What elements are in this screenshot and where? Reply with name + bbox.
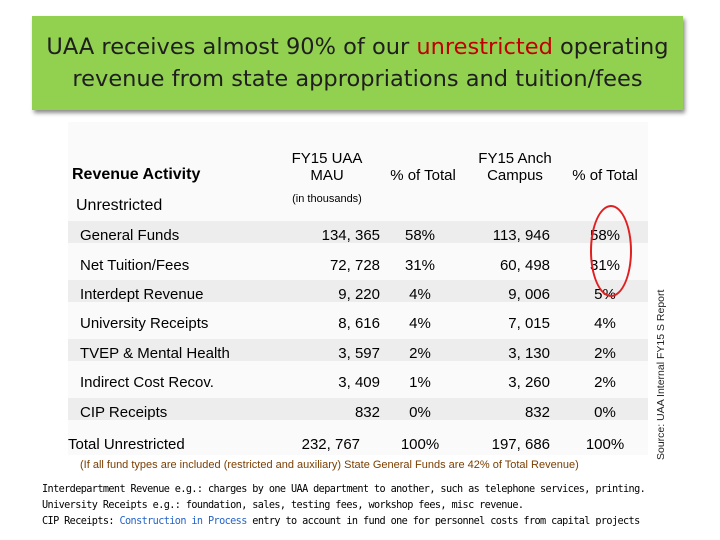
row-label: General Funds [80,227,180,244]
section-label-unrestricted: Unrestricted [76,197,163,214]
total-mau-pct: 100% [400,436,440,453]
title-line-1: UAA receives almost 90% of our unrestric… [46,31,668,63]
row-anch-value: 9, 006 [508,286,550,303]
table-stripe [68,221,648,243]
fund-types-note: (If all fund types are included (restric… [80,459,579,471]
header-fy15-uaa-mau-line1: FY15 UAA [291,150,363,167]
total-anch-pct: 100% [585,436,625,453]
table-stripe [68,339,648,361]
row-anch-value: 113, 946 [492,227,550,244]
row-anch-pct: 2% [594,345,616,362]
row-mau-value: 3, 409 [338,374,380,391]
row-anch-pct: 2% [594,374,616,391]
row-mau-value: 8, 616 [338,315,380,332]
footnote-cip: CIP Receipts: Construction in Process en… [42,516,640,527]
row-mau-value: 9, 220 [338,286,380,303]
title-text-post: operating [552,34,669,60]
row-label: Indirect Cost Recov. [80,374,214,391]
row-anch-value: 60, 498 [499,257,550,274]
header-units: (in thousands) [292,193,362,205]
row-label: University Receipts [80,315,209,332]
footnote-cip-label: CIP Receipts: [42,516,120,527]
row-label: CIP Receipts [80,404,168,421]
row-anch-value: 832 [524,404,550,421]
table-stripe [68,398,648,420]
highlight-circle [590,205,632,297]
title-text-pre: UAA receives almost 90% of our [46,34,417,60]
source-note: Source: UAA Internal FY15 S Report [655,289,667,460]
row-mau-pct: 58% [404,227,436,244]
row-mau-pct: 4% [409,315,431,332]
row-mau-value: 3, 597 [338,345,380,362]
header-pct-total-mau: % of Total [390,167,456,184]
table-stripe [68,280,648,302]
row-mau-pct: 2% [409,345,431,362]
row-mau-pct: 31% [404,257,436,274]
row-label: TVEP & Mental Health [80,345,230,362]
row-mau-value: 832 [354,404,380,421]
row-anch-pct: 0% [594,404,616,421]
row-anch-value: 3, 260 [508,374,550,391]
row-mau-pct: 0% [409,404,431,421]
row-mau-pct: 1% [409,374,431,391]
header-fy15-anch-line2: Campus [487,167,543,184]
row-anch-value: 3, 130 [508,345,550,362]
title-highlight-unrestricted: unrestricted [416,34,553,60]
footnote-cip-text: entry to account in fund one for personn… [246,516,640,527]
row-mau-value: 72, 728 [329,257,380,274]
header-fy15-anch-line1: FY15 Anch [478,150,552,167]
slide-title: UAA receives almost 90% of our unrestric… [32,16,683,110]
row-mau-pct: 4% [409,286,431,303]
row-anch-pct: 4% [594,315,616,332]
footnote-university-receipts: University Receipts e.g.: foundation, sa… [42,500,524,511]
total-anch-value: 197, 686 [491,436,550,453]
row-mau-value: 134, 365 [321,227,380,244]
header-pct-total-anch: % of Total [572,167,638,184]
row-label: Net Tuition/Fees [80,257,190,274]
title-line-2: revenue from state appropriations and tu… [72,66,643,92]
header-fy15-uaa-mau-line2: MAU [310,167,344,184]
row-label: Interdept Revenue [80,286,204,303]
total-label: Total Unrestricted [68,436,185,453]
row-anch-value: 7, 015 [508,315,550,332]
total-mau-value: 232, 767 [301,436,360,453]
footnote-interdept: Interdepartment Revenue e.g.: charges by… [42,484,646,495]
header-revenue-activity: Revenue Activity [72,166,201,183]
footnote-cip-construction: Construction in Process [119,516,247,527]
